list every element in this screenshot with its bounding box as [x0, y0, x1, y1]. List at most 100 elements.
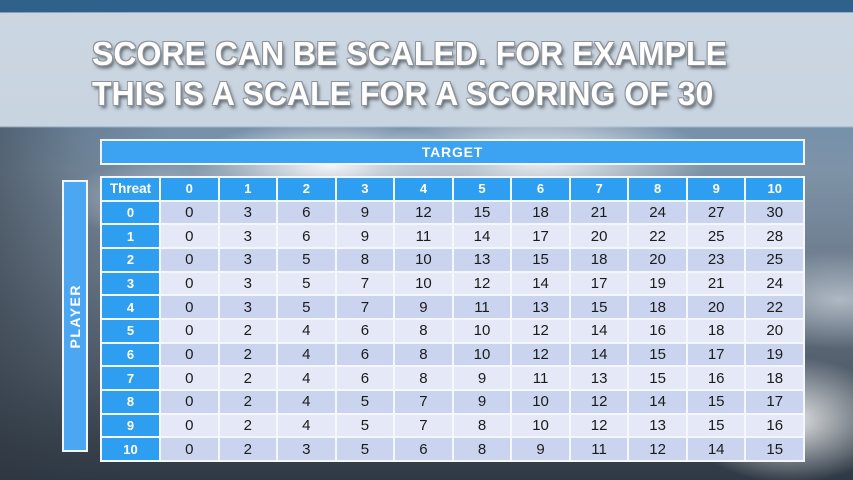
score-cell: 15 — [746, 438, 803, 460]
score-cell: 4 — [278, 390, 335, 413]
score-cell: 14 — [453, 225, 511, 247]
score-cell: 6 — [278, 225, 335, 247]
column-header: 6 — [512, 178, 569, 200]
score-cell: 20 — [746, 319, 803, 342]
score-cell: 10 — [395, 272, 452, 295]
score-cell: 15 — [570, 296, 628, 318]
target-label: TARGET — [421, 144, 484, 160]
score-cell: 6 — [336, 319, 394, 342]
score-cell: 15 — [687, 414, 745, 437]
score-cell: 18 — [629, 296, 686, 318]
score-cell: 9 — [336, 225, 394, 247]
score-cell: 14 — [570, 319, 628, 342]
score-cell: 7 — [395, 390, 452, 413]
row-header: 9 — [102, 414, 159, 437]
row-header: 6 — [102, 343, 159, 366]
score-cell: 14 — [687, 438, 745, 460]
row-header: 10 — [102, 438, 159, 460]
score-cell: 0 — [161, 343, 218, 366]
player-label: PLAYER — [67, 283, 83, 349]
column-header: 9 — [687, 178, 745, 200]
score-cell: 15 — [629, 367, 686, 389]
score-cell: 22 — [746, 296, 803, 318]
score-cell: 2 — [219, 414, 277, 437]
row-header: 5 — [102, 319, 159, 342]
score-cell: 15 — [687, 390, 745, 413]
score-cell: 2 — [219, 390, 277, 413]
row-header: 7 — [102, 367, 159, 389]
score-cell: 7 — [336, 272, 394, 295]
score-cell: 4 — [278, 414, 335, 437]
score-cell: 13 — [570, 367, 628, 389]
score-cell: 10 — [453, 343, 511, 366]
score-cell: 10 — [395, 248, 452, 271]
score-cell: 12 — [629, 438, 686, 460]
column-header: 7 — [570, 178, 628, 200]
score-cell: 2 — [219, 343, 277, 366]
score-cell: 16 — [746, 414, 803, 437]
score-cell: 15 — [453, 201, 511, 224]
score-cell: 3 — [219, 272, 277, 295]
score-cell: 7 — [395, 414, 452, 437]
score-cell: 28 — [746, 225, 803, 247]
score-cell: 9 — [512, 438, 569, 460]
column-header: 3 — [336, 178, 394, 200]
score-cell: 2 — [219, 367, 277, 389]
score-cell: 18 — [570, 248, 628, 271]
target-header-bar: TARGET — [100, 139, 805, 165]
score-cell: 15 — [512, 248, 569, 271]
column-header: 1 — [219, 178, 277, 200]
score-cell: 0 — [161, 438, 218, 460]
score-cell: 12 — [395, 201, 452, 224]
score-cell: 5 — [278, 296, 335, 318]
score-cell: 7 — [336, 296, 394, 318]
score-cell: 8 — [453, 438, 511, 460]
score-cell: 18 — [687, 319, 745, 342]
score-cell: 5 — [278, 248, 335, 271]
score-cell: 9 — [453, 390, 511, 413]
title-line-1: SCORE CAN BE SCALED. FOR EXAMPLE — [92, 35, 727, 72]
row-header: 3 — [102, 272, 159, 295]
score-cell: 22 — [629, 225, 686, 247]
score-cell: 8 — [395, 343, 452, 366]
score-cell: 0 — [161, 414, 218, 437]
score-cell: 12 — [570, 390, 628, 413]
score-cell: 6 — [395, 438, 452, 460]
score-cell: 6 — [336, 343, 394, 366]
score-cell: 21 — [570, 201, 628, 224]
score-cell: 0 — [161, 296, 218, 318]
score-cell: 6 — [336, 367, 394, 389]
score-cell: 3 — [219, 248, 277, 271]
score-cell: 3 — [219, 296, 277, 318]
score-cell: 12 — [512, 343, 569, 366]
row-header: 2 — [102, 248, 159, 271]
row-header: 1 — [102, 225, 159, 247]
score-cell: 27 — [687, 201, 745, 224]
score-cell: 0 — [161, 201, 218, 224]
score-cell: 9 — [336, 201, 394, 224]
score-cell: 24 — [629, 201, 686, 224]
score-cell: 17 — [570, 272, 628, 295]
score-cell: 8 — [395, 367, 452, 389]
score-cell: 8 — [336, 248, 394, 271]
score-cell: 3 — [219, 201, 277, 224]
score-cell: 24 — [746, 272, 803, 295]
score-cell: 3 — [278, 438, 335, 460]
score-cell: 17 — [687, 343, 745, 366]
score-cell: 3 — [219, 225, 277, 247]
score-cell: 13 — [629, 414, 686, 437]
column-header: 10 — [746, 178, 803, 200]
score-cell: 12 — [570, 414, 628, 437]
score-cell: 11 — [570, 438, 628, 460]
score-cell: 14 — [570, 343, 628, 366]
score-cell: 4 — [278, 343, 335, 366]
score-cell: 4 — [278, 319, 335, 342]
score-cell: 0 — [161, 248, 218, 271]
row-header: 8 — [102, 390, 159, 413]
score-cell: 0 — [161, 390, 218, 413]
score-cell: 21 — [687, 272, 745, 295]
corner-cell-threat: Threat — [102, 178, 159, 200]
score-cell: 10 — [512, 414, 569, 437]
score-cell: 18 — [746, 367, 803, 389]
